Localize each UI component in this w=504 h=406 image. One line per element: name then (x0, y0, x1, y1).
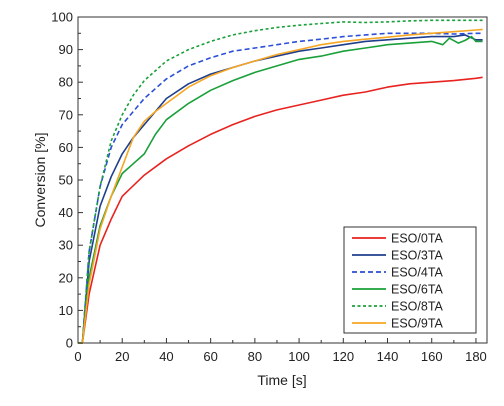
series-line-0 (78, 76, 483, 344)
y-tick-label: 40 (59, 205, 73, 220)
x-tick-label: 80 (248, 349, 262, 364)
series-line-2 (78, 32, 483, 344)
y-tick-label: 10 (59, 303, 73, 318)
x-tick-label: 60 (203, 349, 217, 364)
y-tick-label: 0 (66, 336, 73, 351)
series-line-3 (78, 35, 483, 344)
y-tick-label: 60 (59, 140, 73, 155)
axes-layer: 0 20 40 60 80 100 120 140 160 180 0 10 20 30 40 50 60 70 8… (51, 10, 487, 365)
legend-box (343, 226, 477, 334)
x-tick-label: 20 (115, 349, 129, 364)
x-tick-label: 0 (74, 349, 81, 364)
legend-label-3: ESO/6TA (391, 283, 444, 297)
series-layer (78, 19, 483, 344)
legend-label-4: ESO/8TA (391, 300, 444, 314)
y-tick-label: 30 (59, 238, 73, 253)
series-line-5 (78, 28, 483, 344)
legend-label-2: ESO/4TA (391, 266, 444, 280)
y-axis-title: Conversion [%] (32, 133, 48, 228)
x-tick-label: 140 (377, 349, 399, 364)
x-axis-title: Time [s] (257, 372, 306, 388)
y-tick-label: 100 (51, 10, 73, 25)
y-tick-label: 80 (59, 75, 73, 90)
y-tick-label: 50 (59, 173, 73, 188)
y-tick-label: 70 (59, 107, 73, 122)
legend-label-5: ESO/9TA (391, 317, 444, 331)
x-tick-label: 120 (332, 349, 354, 364)
y-tick-label: 20 (59, 270, 73, 285)
x-tick-label: 160 (421, 349, 443, 364)
x-tick-label: 180 (465, 349, 487, 364)
legend-label-1: ESO/3TA (391, 249, 444, 263)
legend: ESO/0TA ESO/3TA ESO/4TA ESO/6TA ESO/8TA ESO/9… (343, 226, 477, 334)
x-tick-label: 100 (288, 349, 310, 364)
x-tick-label: 40 (159, 349, 173, 364)
legend-label-0: ESO/0TA (391, 232, 444, 246)
y-tick-label: 90 (59, 42, 73, 57)
